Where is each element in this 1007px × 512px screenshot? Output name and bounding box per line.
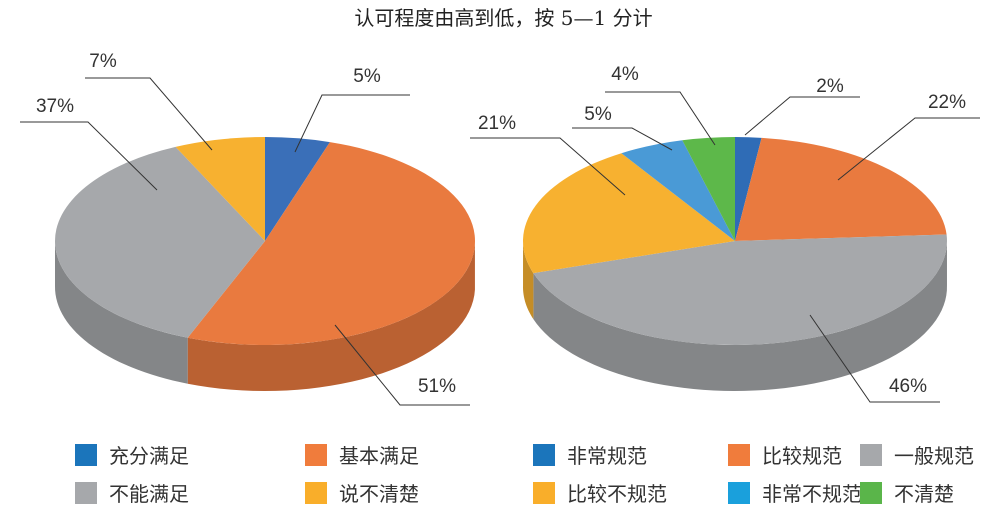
data-label-1-0: 2%: [816, 76, 844, 97]
data-label-0-2: 37%: [36, 96, 74, 117]
legend-label: 一般规范: [894, 444, 974, 468]
data-label-1-2: 46%: [889, 376, 927, 397]
pie-slice-1-2: [533, 234, 947, 345]
pie-slice-1-5: [682, 137, 735, 241]
data-label-0-1: 51%: [418, 376, 456, 397]
legend-item: 非常不规范: [728, 478, 862, 507]
data-label-1-4: 5%: [584, 104, 612, 125]
leader-line-1-0: [744, 96, 860, 136]
leader-line-1-3: [470, 137, 626, 196]
legend-item: 非常规范: [533, 440, 647, 469]
pie-slice-1-0: [735, 137, 762, 241]
legend-swatch: [305, 443, 327, 466]
leader-line-1-4: [572, 127, 673, 151]
legend-label: 不清楚: [894, 482, 954, 506]
data-label-1-5: 4%: [611, 64, 639, 85]
data-label-0-3: 7%: [89, 51, 117, 72]
pie-slice-0-2: [55, 146, 265, 338]
legend-label: 非常不规范: [762, 482, 862, 506]
leader-line-0-3: [85, 77, 213, 151]
legend-label: 说不清楚: [339, 482, 419, 506]
legend-item: 充分满足: [75, 440, 189, 469]
legend-label: 不能满足: [109, 482, 189, 506]
legend-item: 不清楚: [860, 478, 954, 507]
legend-swatch: [728, 481, 750, 504]
pie-slice-1-3: [523, 153, 735, 274]
pie-charts: 5% 51% 37% 7% 2% 22% 46% 21% 5% 4%: [20, 51, 980, 406]
leader-line-0-1: [334, 324, 470, 406]
legend-item: 一般规范: [860, 440, 974, 469]
legend-swatch: [75, 481, 97, 504]
data-label-1-1: 22%: [928, 92, 966, 113]
data-label-0-0: 5%: [353, 66, 381, 87]
pie-slice-1-4: [621, 140, 735, 241]
legend-swatch: [75, 443, 97, 466]
legend-item: 比较不规范: [533, 478, 667, 507]
pie-side-1-3: [523, 239, 534, 320]
pie-side-1-2: [533, 239, 947, 391]
legend-item: 不能满足: [75, 478, 189, 507]
legend-item: 比较规范: [728, 440, 842, 469]
leader-line-1-5: [605, 91, 716, 146]
legend-swatch: [860, 481, 882, 504]
chart-title: 认可程度由高到低，按 5—1 分计: [354, 6, 653, 30]
legend-label: 比较规范: [762, 444, 842, 468]
leader-line-1-2: [809, 314, 940, 403]
legend-label: 非常规范: [567, 444, 647, 468]
leader-line-0-2: [20, 121, 158, 191]
pie-side-0-2: [55, 240, 188, 384]
leader-line-1-1: [837, 117, 980, 181]
legend-item: 基本满足: [305, 440, 419, 469]
legend-swatch: [305, 481, 327, 504]
pie-slice-0-3: [175, 137, 265, 241]
legend-label: 基本满足: [339, 444, 419, 468]
legend-swatch: [860, 443, 882, 466]
legend-swatch: [728, 443, 750, 466]
pie-slice-1-1: [735, 137, 947, 241]
legend-swatch: [533, 481, 555, 504]
data-label-1-3: 21%: [478, 113, 516, 134]
legend-label: 比较不规范: [567, 482, 667, 506]
legend-swatch: [533, 443, 555, 466]
legend-item: 说不清楚: [305, 478, 419, 507]
leader-line-0-0: [294, 94, 410, 153]
pie-slice-0-1: [187, 142, 476, 346]
pie-slice-0-0: [265, 137, 330, 241]
pie-side-0-1: [187, 243, 475, 391]
legend-label: 充分满足: [109, 444, 189, 468]
